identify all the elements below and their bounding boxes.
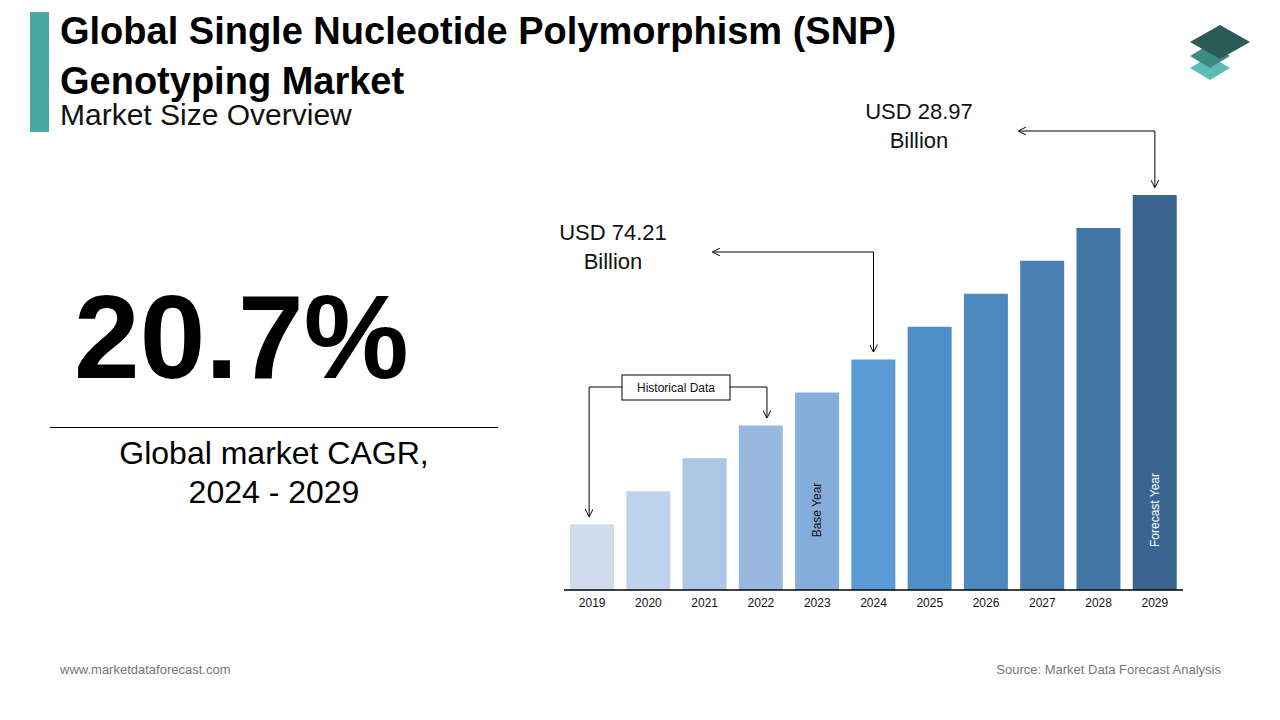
html-text:www.marketdataforecast.com: www.marketdataforecast.com [60, 662, 231, 677]
html-text:Genotyping Market: Genotyping Market [60, 60, 405, 102]
svg-text:2028: 2028 [1085, 596, 1112, 610]
svg-text:Historical Data: Historical Data [637, 381, 715, 395]
svg-text:2029: 2029 [1142, 596, 1169, 610]
html-text:Global market CAGR,: Global market CAGR, [119, 435, 429, 471]
svg-text:2021: 2021 [691, 596, 718, 610]
svg-text:2023: 2023 [804, 596, 831, 610]
html-text:Market Size Overview: Market Size Overview [60, 98, 352, 131]
svg-text:Base Year: Base Year [810, 483, 824, 538]
svg-text:USD 28.97Billion: USD 28.97Billion [865, 99, 973, 153]
svg-text:2024: 2024 [860, 596, 887, 610]
html-text:2024 - 2029: 2024 - 2029 [188, 474, 360, 510]
svg-text:2019: 2019 [579, 596, 606, 610]
svg-text:2025: 2025 [916, 596, 943, 610]
svg-text:USD 74.21Billion: USD 74.21Billion [559, 220, 667, 274]
svg-text:2027: 2027 [1029, 596, 1056, 610]
html-text:Source: Market Data Forecast A: Source: Market Data Forecast Analysis [996, 662, 1221, 677]
html-text:20.7%: 20.7% [74, 271, 409, 403]
svg-text:2020: 2020 [635, 596, 662, 610]
svg-text:2022: 2022 [748, 596, 775, 610]
html-text:Global Single Nucleotide Polym: Global Single Nucleotide Polymorphism (S… [60, 10, 897, 52]
svg-text:Forecast Year: Forecast Year [1148, 473, 1162, 547]
svg-text:2026: 2026 [973, 596, 1000, 610]
